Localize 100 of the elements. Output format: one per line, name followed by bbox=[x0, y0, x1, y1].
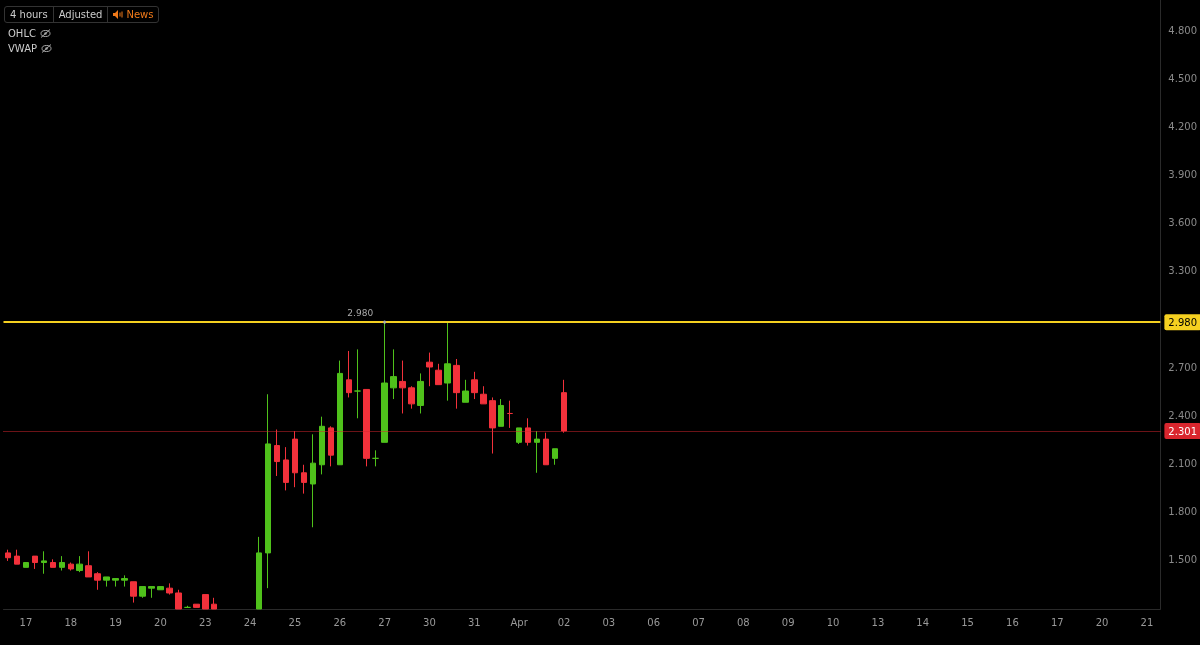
candlestick bbox=[175, 589, 182, 610]
y-tick-label: 1.800 bbox=[1168, 505, 1198, 517]
candlestick bbox=[534, 430, 540, 474]
candlestick bbox=[85, 550, 92, 578]
x-tick-label: 18 bbox=[64, 616, 78, 628]
candlestick bbox=[516, 427, 522, 445]
x-tick-label: 20 bbox=[154, 616, 167, 628]
candlestick bbox=[130, 581, 137, 604]
candlestick bbox=[283, 446, 289, 491]
candlestick bbox=[292, 430, 298, 488]
candlestick bbox=[453, 358, 460, 410]
candlestick bbox=[346, 350, 352, 398]
candlestick bbox=[417, 372, 424, 414]
candlestick bbox=[14, 549, 20, 565]
x-tick-label: 02 bbox=[557, 616, 571, 628]
y-tick-label: 2.100 bbox=[1168, 457, 1198, 469]
x-tick-label: 23 bbox=[198, 616, 212, 628]
annotation: 4 hours bbox=[10, 9, 48, 20]
candlestick bbox=[399, 360, 406, 414]
candlestick bbox=[112, 578, 119, 588]
candlestick bbox=[41, 550, 47, 575]
candlestick bbox=[211, 597, 217, 610]
y-tick-label: 1.500 bbox=[1168, 553, 1198, 565]
annotation: News bbox=[126, 9, 154, 20]
ref-line-label: 2.980 bbox=[1168, 316, 1198, 328]
candlestick bbox=[525, 417, 531, 447]
candlestick bbox=[372, 449, 379, 467]
candlestick bbox=[489, 396, 496, 455]
x-tick-label: 24 bbox=[243, 616, 257, 628]
candlestick bbox=[166, 582, 173, 596]
candlestick bbox=[121, 574, 128, 588]
x-tick-label: 10 bbox=[826, 616, 840, 628]
x-tick-label: 19 bbox=[109, 616, 122, 628]
candlestick bbox=[202, 594, 209, 610]
x-tick-label: 17 bbox=[19, 616, 33, 628]
x-tick-label: 07 bbox=[692, 616, 705, 628]
x-tick-label: 25 bbox=[288, 616, 302, 628]
candlestick bbox=[310, 433, 316, 528]
y-tick-label: 2.400 bbox=[1168, 409, 1198, 421]
x-tick-label: 08 bbox=[736, 616, 750, 628]
ref-line-label: 2.301 bbox=[1168, 425, 1198, 437]
candlestick bbox=[390, 348, 397, 400]
x-tick-label: 13 bbox=[871, 616, 885, 628]
x-tick-label: 06 bbox=[647, 616, 661, 628]
candlestick bbox=[32, 555, 38, 570]
candlestick bbox=[498, 398, 504, 427]
candlestick bbox=[435, 363, 442, 386]
annotation: Adjusted bbox=[58, 9, 103, 20]
candlestick bbox=[337, 360, 343, 466]
candlestick bbox=[193, 603, 200, 608]
x-tick-label: Apr bbox=[510, 616, 529, 628]
candlestick bbox=[274, 429, 280, 477]
candlestick bbox=[265, 393, 271, 589]
candlestick bbox=[381, 321, 388, 443]
annotation: 2.980 bbox=[347, 308, 374, 319]
candlestick bbox=[23, 562, 29, 568]
candlestick bbox=[50, 558, 56, 568]
candlestick bbox=[139, 586, 146, 599]
candlestick bbox=[76, 555, 83, 573]
x-tick-label: 17 bbox=[1050, 616, 1064, 628]
y-tick-label: 3.300 bbox=[1168, 265, 1198, 277]
candlestick bbox=[507, 400, 513, 429]
candlestick bbox=[462, 379, 469, 403]
candlestick bbox=[561, 379, 567, 434]
candlestick bbox=[444, 321, 451, 402]
x-tick-label: 31 bbox=[467, 616, 481, 628]
x-tick-label: 03 bbox=[602, 616, 616, 628]
candlestick bbox=[426, 352, 433, 387]
x-tick-label: 15 bbox=[961, 616, 974, 628]
x-tick-label: 21 bbox=[1140, 616, 1154, 628]
x-tick-label: 16 bbox=[1006, 616, 1019, 628]
candlestick bbox=[319, 416, 325, 475]
y-tick-label: 3.600 bbox=[1168, 217, 1198, 229]
annotation: VWAP bbox=[8, 43, 38, 54]
candlestick bbox=[148, 586, 155, 599]
candlestick bbox=[543, 432, 549, 466]
candlestick bbox=[480, 385, 487, 405]
x-tick-label: 26 bbox=[333, 616, 347, 628]
candlestick bbox=[354, 348, 361, 419]
y-tick-label: 4.800 bbox=[1168, 24, 1198, 36]
candlestick bbox=[471, 371, 478, 400]
y-tick-label: 4.200 bbox=[1168, 121, 1198, 133]
candlestick bbox=[103, 576, 110, 588]
candlestick bbox=[552, 448, 558, 466]
candlestick bbox=[328, 425, 334, 467]
candlestick bbox=[408, 385, 415, 410]
y-tick-label: 3.900 bbox=[1168, 169, 1198, 181]
x-tick-label: 30 bbox=[423, 616, 436, 628]
candlestick bbox=[157, 586, 164, 591]
x-tick-label: 09 bbox=[781, 616, 795, 628]
y-tick-label: 2.700 bbox=[1168, 361, 1198, 373]
x-tick-label: 27 bbox=[378, 616, 392, 628]
candlestick bbox=[59, 555, 65, 572]
x-tick-label: 20 bbox=[1095, 616, 1109, 628]
candlestick bbox=[301, 464, 307, 495]
candlestick bbox=[363, 388, 370, 467]
annotation: OHLC bbox=[8, 28, 36, 39]
candlestick bbox=[68, 562, 74, 572]
x-tick-label: 14 bbox=[916, 616, 930, 628]
y-tick-label: 4.500 bbox=[1168, 73, 1198, 85]
